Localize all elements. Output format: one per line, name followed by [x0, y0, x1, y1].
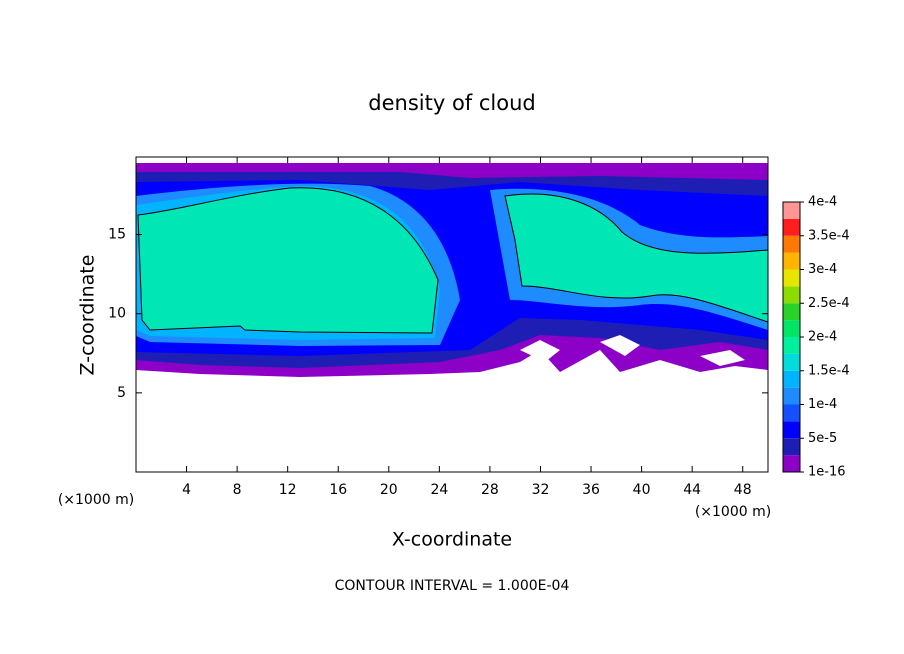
colorbar-label: 3e-4 [808, 262, 837, 277]
x-tick-label: 28 [481, 482, 499, 498]
field-hole [520, 335, 745, 366]
colorbar-swatch [783, 455, 800, 472]
footer: CONTOUR INTERVAL = 1.000E-04 [335, 578, 570, 594]
field-band [137, 187, 439, 334]
x-tick-label: 4 [182, 482, 191, 498]
plot-frame [135, 156, 769, 473]
colorbar-label: 2.5e-4 [808, 296, 850, 311]
colorbar-swatch [783, 370, 800, 388]
colorbar-label: 4e-4 [808, 195, 837, 210]
y-axis-title: Z-coordinate [77, 255, 99, 376]
field [136, 163, 769, 377]
colorbar-swatch [783, 337, 800, 354]
x-tick-label: 8 [233, 482, 242, 498]
colorbar-swatch [783, 269, 800, 287]
chart-title: density of cloud [368, 91, 535, 115]
x-tick-label: 40 [633, 482, 651, 498]
y-tick-label: 10 [108, 306, 126, 322]
colorbar-label: 2e-4 [808, 330, 837, 345]
colorbar-swatch [783, 387, 800, 405]
colorbar-label: 1e-16 [808, 465, 846, 480]
x-tick-label: 12 [279, 482, 297, 498]
colorbar-swatch [783, 252, 800, 270]
colorbar-swatch [783, 404, 800, 422]
colorbar-swatch [783, 235, 800, 253]
colorbar-label: 5e-5 [808, 431, 837, 446]
colorbar-swatch [783, 421, 800, 439]
colorbar-swatch [783, 303, 800, 321]
colorbar-swatch [783, 438, 800, 456]
x-unit-label: (×1000 m) [58, 492, 134, 508]
x-tick-label: 32 [532, 482, 550, 498]
x-tick-label: 36 [582, 482, 600, 498]
colorbar-label: 1e-4 [808, 397, 837, 412]
colorbar-swatch [783, 320, 800, 337]
y-tick-label: 15 [108, 227, 126, 243]
colorbar-swatch [783, 202, 800, 219]
x-unit-label: (×1000 m) [695, 504, 771, 520]
colorbar-swatch [783, 353, 800, 371]
colorbar-label: 3.5e-4 [808, 228, 850, 243]
x-tick-label: 24 [430, 482, 448, 498]
colorbar-swatch [783, 286, 800, 304]
colorbar-swatch [783, 218, 800, 236]
x-tick-label: 20 [380, 482, 398, 498]
x-tick-label: 48 [734, 482, 752, 498]
x-tick-label: 44 [683, 482, 701, 498]
x-axis-title: X-coordinate [392, 529, 512, 551]
x-tick-label: 16 [329, 482, 347, 498]
colorbar-label: 1.5e-4 [808, 363, 850, 378]
y-tick-label: 5 [117, 385, 126, 401]
